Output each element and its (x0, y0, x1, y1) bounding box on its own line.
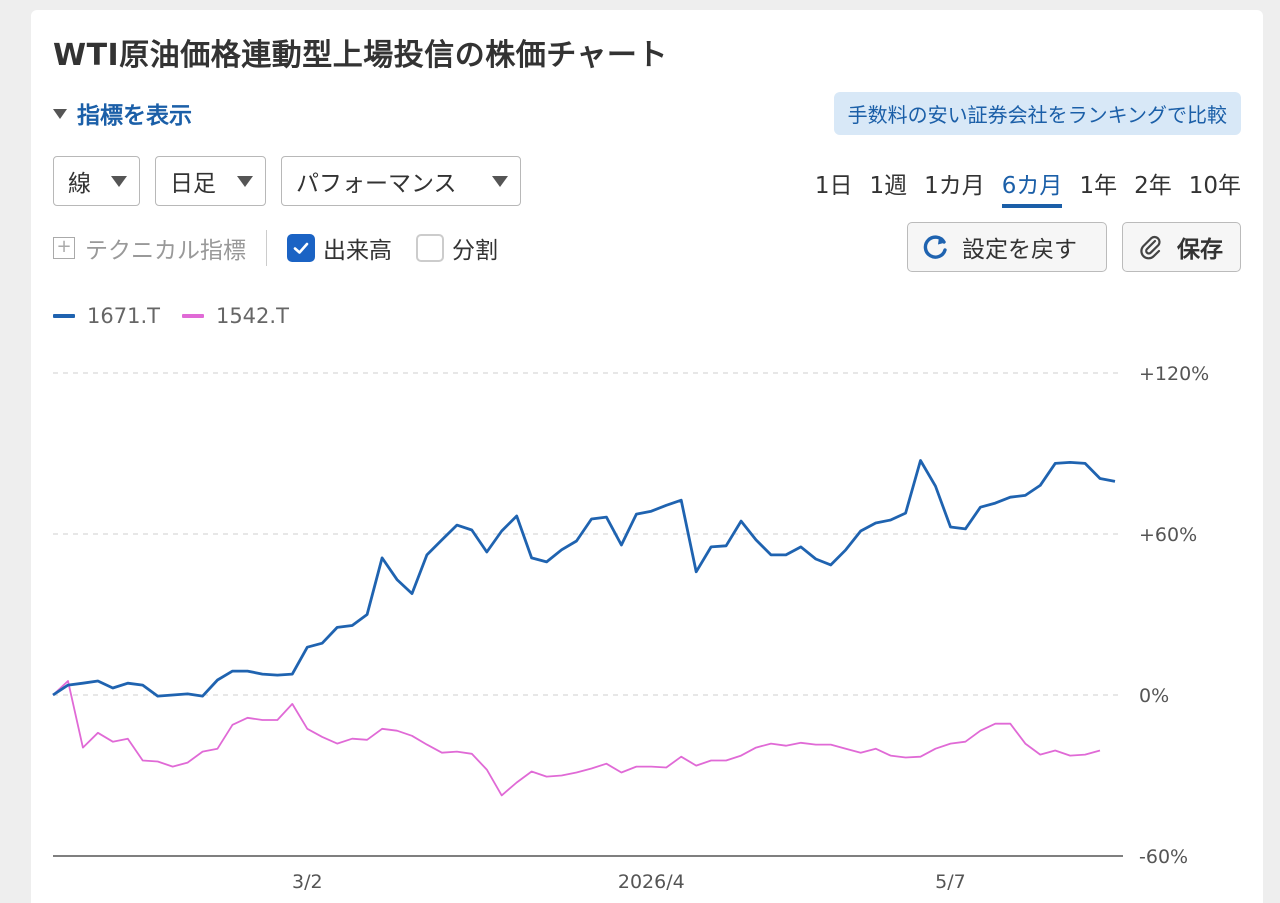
line-type-value: 線 (68, 171, 91, 197)
chevron-down-icon (111, 175, 127, 187)
plus-icon[interactable]: + (53, 237, 75, 259)
legend-label: 1542.T (215, 304, 289, 328)
x-tick-label: 2026/4 (618, 871, 685, 893)
tab-period[interactable]: 1週 (869, 173, 908, 199)
chart-options-row: + テクニカル指標 出来高 分割 (53, 230, 522, 266)
line-type-select[interactable]: 線 (53, 156, 140, 206)
indicator-toggle-label: 指標を表示 (77, 103, 192, 129)
reset-settings-label: 設定を戻す (962, 237, 1077, 263)
y-tick-label: 0% (1139, 685, 1169, 707)
save-label: 保存 (1177, 237, 1223, 263)
page-title: WTI原油価格連動型上場投信の株価チャート (53, 38, 668, 73)
legend-label: 1671.T (87, 304, 160, 328)
series-line-1542-T (52, 680, 1101, 797)
tab-period[interactable]: 1カ月 (924, 173, 985, 199)
interval-value: 日足 (170, 171, 216, 197)
x-tick-label: 5/7 (935, 871, 966, 893)
y-tick-label: +60% (1139, 524, 1197, 546)
tab-period[interactable]: 10年 (1188, 173, 1241, 199)
chevron-down-icon (237, 175, 253, 187)
tab-period[interactable]: 1年 (1079, 173, 1118, 199)
performance-chart: +120% +60% 0% -60% 3/2 2026/4 5/7 (52, 363, 1209, 893)
paperclip-icon (1140, 235, 1161, 260)
volume-checkbox[interactable] (287, 234, 315, 262)
y-tick-label: -60% (1139, 846, 1188, 868)
chevron-down-icon (492, 175, 508, 187)
save-button[interactable]: 保存 (1122, 222, 1241, 272)
legend-swatch (181, 314, 204, 318)
x-tick-label: 3/2 (292, 871, 323, 893)
period-tabs: 1日 1週 1カ月 6カ月 1年 2年 10年 (815, 166, 1241, 208)
chart-card: WTI原油価格連動型上場投信の株価チャート 指標を表示 手数料の安い証券会社をラ… (31, 10, 1263, 903)
indicator-toggle[interactable]: 指標を表示 (53, 96, 192, 130)
legend-swatch (53, 314, 75, 318)
tab-period[interactable]: 1日 (814, 173, 853, 199)
broker-ranking-button[interactable]: 手数料の安い証券会社をランキングで比較 (833, 92, 1241, 135)
series-line-1671-T (52, 459, 1116, 698)
legend-item[interactable]: 1542.T (181, 304, 289, 328)
split-checkbox[interactable] (416, 234, 444, 262)
split-label: 分割 (452, 238, 498, 264)
interval-select[interactable]: 日足 (155, 156, 266, 206)
chart-legend: 1671.T 1542.T (53, 304, 311, 328)
technical-indicator-button[interactable]: テクニカル指標 (85, 238, 246, 264)
volume-label: 出来高 (323, 238, 392, 264)
reset-settings-button[interactable]: 設定を戻す (907, 222, 1107, 272)
legend-item[interactable]: 1671.T (53, 304, 160, 328)
triangle-down-icon (53, 109, 67, 119)
tab-period[interactable]: 6カ月 (1001, 166, 1063, 208)
mode-value: パフォーマンス (296, 171, 457, 197)
checkmark-icon (293, 242, 309, 254)
tab-period[interactable]: 2年 (1134, 173, 1172, 199)
refresh-icon (923, 235, 947, 259)
y-tick-label: +120% (1139, 363, 1209, 385)
mode-select[interactable]: パフォーマンス (281, 156, 521, 206)
divider (266, 230, 267, 266)
